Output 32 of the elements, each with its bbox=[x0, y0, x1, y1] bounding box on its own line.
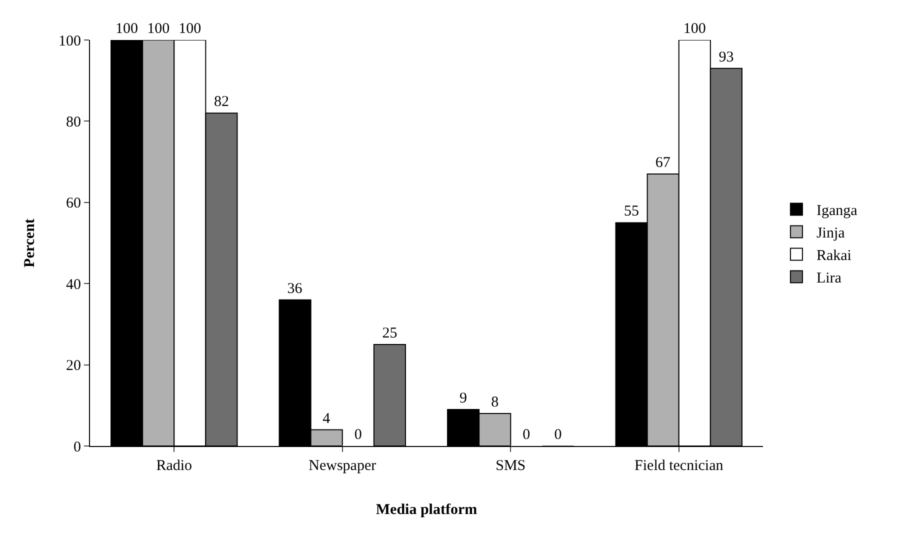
legend-label: Lira bbox=[816, 270, 842, 287]
data-label: 100 bbox=[116, 21, 138, 37]
y-tick-label: 0 bbox=[74, 439, 81, 456]
data-label: 0 bbox=[522, 427, 530, 443]
x-tick-label: SMS bbox=[496, 458, 526, 474]
data-label: 93 bbox=[718, 49, 734, 66]
data-label: 0 bbox=[554, 427, 562, 443]
data-label: 36 bbox=[287, 280, 303, 297]
legend-label: Jinja bbox=[816, 226, 846, 242]
x-axis-title: Media platform bbox=[376, 502, 478, 518]
legend-label: Iganga bbox=[816, 203, 858, 220]
data-label: 9 bbox=[460, 390, 468, 406]
data-label: 25 bbox=[382, 326, 398, 342]
x-tick-label: Field tecnician bbox=[634, 458, 724, 474]
data-label: 4 bbox=[322, 410, 331, 427]
y-tick-label: 20 bbox=[66, 358, 81, 374]
data-label: 55 bbox=[624, 204, 640, 220]
data-label: 67 bbox=[655, 154, 671, 171]
data-label: 100 bbox=[178, 21, 202, 37]
x-tick-label: Newspaper bbox=[308, 458, 376, 474]
data-label: 0 bbox=[354, 427, 362, 443]
x-tick-label: Radio bbox=[156, 458, 192, 474]
data-label: 82 bbox=[214, 94, 229, 110]
y-axis-title: Percent bbox=[22, 218, 38, 268]
legend-label: Rakai bbox=[816, 248, 852, 264]
y-tick-label: 80 bbox=[66, 114, 81, 130]
data-label: 100 bbox=[147, 21, 170, 37]
data-label: 8 bbox=[491, 394, 499, 411]
y-tick-label: 40 bbox=[66, 276, 81, 293]
y-tick-label: 100 bbox=[58, 33, 81, 50]
data-label: 100 bbox=[683, 21, 706, 37]
y-tick-label: 60 bbox=[66, 196, 81, 212]
